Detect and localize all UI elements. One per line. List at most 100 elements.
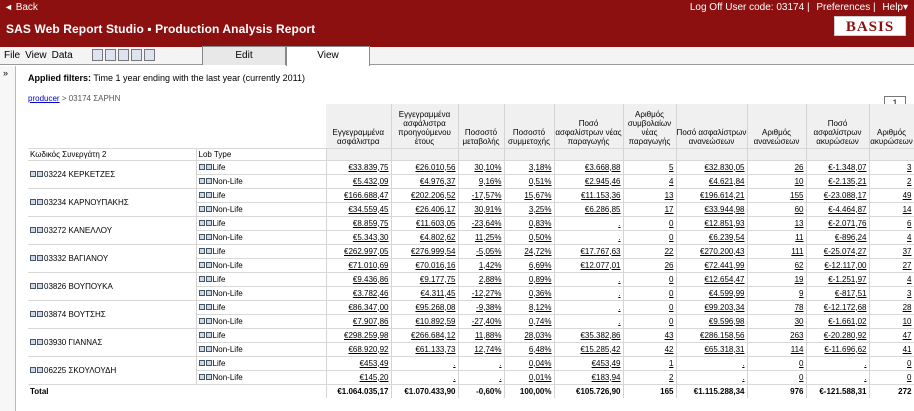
expand-icon[interactable] bbox=[30, 171, 36, 178]
expand-icon[interactable] bbox=[30, 199, 36, 206]
cell-value[interactable]: . bbox=[864, 358, 867, 368]
cell-value[interactable]: €4.621,84 bbox=[708, 176, 745, 186]
cell-value[interactable]: €5.343,30 bbox=[352, 232, 389, 242]
drill-icon[interactable] bbox=[37, 227, 43, 234]
cell-value[interactable]: €72.441,99 bbox=[704, 260, 745, 270]
expand-icon[interactable] bbox=[198, 346, 205, 353]
drill-icon[interactable] bbox=[205, 318, 212, 325]
expand-icon[interactable] bbox=[198, 276, 205, 283]
expand-icon[interactable] bbox=[198, 332, 205, 339]
cell-value[interactable]: 26 bbox=[794, 162, 804, 172]
cell-value[interactable]: 0 bbox=[799, 358, 804, 368]
cell-value[interactable]: 0 bbox=[669, 274, 674, 284]
cell-value[interactable]: €270.200,43 bbox=[700, 246, 745, 256]
cell-value[interactable]: €95.268,08 bbox=[415, 302, 456, 312]
cell-value[interactable]: €-11.696,62 bbox=[824, 344, 867, 354]
cell-value[interactable]: 0,01% bbox=[528, 372, 552, 382]
drill-icon[interactable] bbox=[205, 220, 212, 227]
cell-value[interactable]: €5.432,09 bbox=[352, 176, 389, 186]
cell-value[interactable]: €286.158,56 bbox=[700, 330, 745, 340]
cell-value[interactable]: . bbox=[618, 232, 621, 242]
cell-value[interactable]: 30,91% bbox=[474, 204, 502, 214]
cell-value[interactable]: €-1.251,97 bbox=[828, 274, 867, 284]
cell-value[interactable]: -12,27% bbox=[471, 288, 502, 298]
cell-value[interactable]: €9.177,75 bbox=[419, 274, 456, 284]
cell-value[interactable]: 263 bbox=[790, 330, 804, 340]
cell-value[interactable]: 41 bbox=[902, 344, 912, 354]
expand-icon[interactable] bbox=[198, 304, 205, 311]
expand-icon[interactable] bbox=[30, 339, 36, 346]
drill-icon[interactable] bbox=[205, 304, 212, 311]
cell-value[interactable]: €15.285,42 bbox=[580, 344, 621, 354]
cell-value[interactable]: 13 bbox=[794, 218, 804, 228]
drill-icon[interactable] bbox=[205, 360, 212, 367]
cell-value[interactable]: 37 bbox=[902, 246, 912, 256]
cell-value[interactable]: €-25.074,27 bbox=[823, 246, 867, 256]
cell-value[interactable]: €9.596,98 bbox=[708, 316, 745, 326]
cell-value[interactable]: €2.945,46 bbox=[584, 176, 621, 186]
cell-value[interactable]: €10.892,59 bbox=[415, 316, 456, 326]
cell-value[interactable]: 0 bbox=[907, 358, 912, 368]
cell-value[interactable]: €262.997,05 bbox=[344, 246, 389, 256]
cell-value[interactable]: 111 bbox=[791, 246, 804, 256]
menu-data[interactable]: Data bbox=[51, 50, 73, 61]
drill-icon[interactable] bbox=[205, 164, 212, 171]
drill-icon[interactable] bbox=[37, 255, 43, 262]
open-folder-icon[interactable] bbox=[105, 49, 116, 61]
cell-value[interactable]: 5 bbox=[669, 162, 674, 172]
expand-icon[interactable] bbox=[198, 262, 205, 269]
column-header[interactable]: Ποσό ασφαλίστρων νέας παραγωγής bbox=[554, 104, 624, 149]
cell-value[interactable]: €11.153,36 bbox=[581, 190, 621, 200]
cell-value[interactable]: 49 bbox=[902, 190, 912, 200]
tab-view[interactable]: View bbox=[286, 46, 370, 66]
cell-value[interactable]: 28 bbox=[902, 302, 912, 312]
cell-value[interactable]: . bbox=[453, 358, 456, 368]
cell-value[interactable]: €61.133,73 bbox=[415, 344, 456, 354]
cell-value[interactable]: €202.206,52 bbox=[411, 190, 456, 200]
drill-icon[interactable] bbox=[37, 283, 43, 290]
side-panel-toggle[interactable]: » bbox=[0, 66, 16, 411]
expand-icon[interactable] bbox=[198, 360, 205, 367]
cell-value[interactable]: 13 bbox=[664, 190, 674, 200]
cell-value[interactable]: €8.859,75 bbox=[352, 218, 389, 228]
column-header[interactable]: Ποσό ασφαλίστρων ακυρώσεων bbox=[806, 104, 870, 149]
cell-value[interactable]: €26.010,56 bbox=[415, 162, 456, 172]
cell-value[interactable]: €68.920,92 bbox=[348, 344, 389, 354]
cell-value[interactable]: €6.286,85 bbox=[584, 204, 621, 214]
column-header[interactable]: Εγγεγραμμένα ασφάλιστρα προηγούμενου έτο… bbox=[391, 104, 459, 149]
cell-value[interactable]: 4 bbox=[669, 176, 674, 186]
column-header[interactable]: Αριθμός ανανεώσεων bbox=[747, 104, 807, 149]
cell-value[interactable]: 24,72% bbox=[524, 246, 552, 256]
cell-value[interactable]: €-23.088,17 bbox=[823, 190, 867, 200]
cell-value[interactable]: 15,67% bbox=[524, 190, 552, 200]
drill-icon[interactable] bbox=[205, 332, 212, 339]
cell-value[interactable]: . bbox=[618, 274, 621, 284]
cell-value[interactable]: 1,42% bbox=[478, 260, 502, 270]
cell-value[interactable]: 27 bbox=[902, 260, 912, 270]
cell-value[interactable]: 3,25% bbox=[528, 204, 552, 214]
drill-icon[interactable] bbox=[205, 178, 212, 185]
cell-value[interactable]: -9,38% bbox=[476, 302, 502, 312]
preferences-link[interactable]: Preferences bbox=[816, 2, 871, 13]
cell-value[interactable]: 0 bbox=[669, 302, 674, 312]
cell-value[interactable]: 0,51% bbox=[528, 176, 552, 186]
cell-value[interactable]: €99.203,34 bbox=[704, 302, 745, 312]
cell-value[interactable]: €17.767,63 bbox=[580, 246, 621, 256]
cell-value[interactable]: 47 bbox=[902, 330, 912, 340]
drill-icon[interactable] bbox=[37, 311, 43, 318]
cell-value[interactable]: 30 bbox=[794, 316, 804, 326]
cell-value[interactable]: 155 bbox=[790, 190, 804, 200]
cell-value[interactable]: 19 bbox=[794, 274, 804, 284]
cell-value[interactable]: -5,05% bbox=[476, 246, 502, 256]
column-header[interactable]: Ποσοστό συμμετοχής bbox=[504, 104, 555, 149]
cell-value[interactable]: €26.406,17 bbox=[415, 204, 456, 214]
tab-edit[interactable]: Edit bbox=[202, 46, 286, 65]
cell-value[interactable]: €-2.071,76 bbox=[828, 218, 867, 228]
column-header[interactable]: Ποσό ασφαλίστρων ανανεώσεων bbox=[676, 104, 748, 149]
expand-icon[interactable] bbox=[198, 318, 205, 325]
cell-value[interactable]: . bbox=[864, 372, 867, 382]
export-icon[interactable] bbox=[144, 49, 155, 61]
column-header[interactable]: Εγγεγραμμένα ασφάλιστρα bbox=[326, 104, 392, 149]
cell-value[interactable]: €71.010,69 bbox=[348, 260, 389, 270]
cell-value[interactable]: 10 bbox=[902, 316, 912, 326]
